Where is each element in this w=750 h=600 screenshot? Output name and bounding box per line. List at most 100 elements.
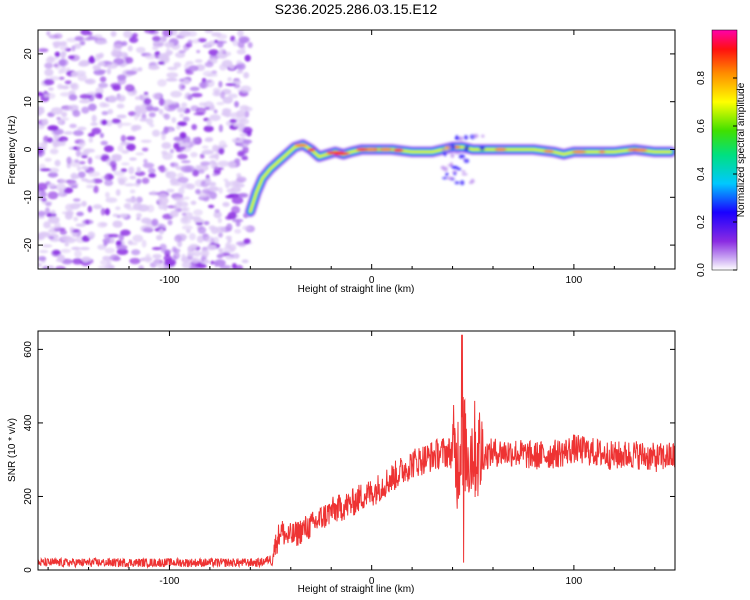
heatmap-noise-cell <box>38 262 43 268</box>
heatmap-noise-cell <box>203 259 210 264</box>
heatmap-noise-cell <box>99 102 107 108</box>
heatmap-noise-cell <box>72 198 81 202</box>
heatmap-noise-cell <box>203 221 210 226</box>
heatmap-noise-cell <box>200 249 210 257</box>
snr-y-tick-label: 200 <box>23 488 34 505</box>
heatmap-noise-cell <box>87 132 95 138</box>
heatmap-noise-cell <box>173 62 182 68</box>
spectrogram-y-axis-label: Frequency (Hz) <box>7 116 18 185</box>
heatmap-noise-cell <box>244 54 251 62</box>
heatmap-noise-cell <box>77 126 87 131</box>
heatmap-noise-cell <box>143 158 148 164</box>
heatmap-noise-cell <box>129 257 141 265</box>
snr-y-tick-label: 400 <box>23 414 34 431</box>
heatmap-noise-cell <box>237 150 245 157</box>
heatmap-noise-cell <box>85 179 95 184</box>
snr-x-tick-label: 0 <box>369 576 375 587</box>
heatmap-ridge-hotspot <box>378 147 393 152</box>
heatmap-ridge-hotspot <box>635 148 648 152</box>
heatmap-noise-cell <box>87 157 93 165</box>
heatmap-noise-cell <box>241 156 249 161</box>
heatmap-speckle <box>468 181 473 184</box>
heatmap-noise-cell <box>206 244 217 251</box>
heatmap-noise-cell <box>87 31 93 37</box>
heatmap-noise-cell <box>129 175 137 180</box>
snr-x-tick-label: 100 <box>566 576 583 587</box>
heatmap-noise-cell <box>218 80 223 88</box>
heatmap-noise-cell <box>212 144 219 152</box>
spectrogram-x-tick-label: 0 <box>369 275 375 286</box>
heatmap-noise-cell <box>169 178 180 185</box>
heatmap-noise-cell <box>235 110 246 117</box>
heatmap-noise-cell <box>45 57 56 64</box>
figure-title: S236.2025.286.03.15.E12 <box>275 1 438 17</box>
heatmap-noise-cell <box>64 242 69 247</box>
heatmap-speckle <box>446 148 452 152</box>
heatmap-noise-cell <box>241 37 249 44</box>
heatmap-noise-cell <box>48 216 60 224</box>
heatmap-noise-cell <box>43 221 51 229</box>
heatmap-noise-cell <box>90 122 98 126</box>
heatmap-noise-cell <box>136 166 141 173</box>
heatmap-noise-cell <box>42 265 49 269</box>
heatmap-noise-cell <box>173 197 185 202</box>
heatmap-speckle <box>473 133 479 138</box>
snr-x-tick-label: -100 <box>159 576 179 587</box>
heatmap-noise-cell <box>65 210 74 216</box>
heatmap-noise-cell <box>229 118 237 124</box>
heatmap-noise-cell <box>57 254 65 262</box>
heatmap-speckle <box>442 176 448 180</box>
heatmap-noise-cell <box>145 253 151 260</box>
heatmap-noise-layer <box>38 30 255 269</box>
heatmap-noise-cell <box>87 57 96 64</box>
heatmap-noise-cell <box>74 250 82 258</box>
heatmap-noise-cell <box>50 209 56 215</box>
heatmap-noise-cell <box>79 246 90 251</box>
heatmap-noise-cell <box>67 104 79 110</box>
heatmap-noise-cell <box>159 165 166 173</box>
heatmap-noise-cell <box>218 147 225 155</box>
heatmap-noise-cell <box>226 223 233 232</box>
heatmap-noise-cell <box>76 211 84 217</box>
heatmap-noise-cell <box>209 104 215 111</box>
snr-y-tick-label: 0 <box>23 567 34 573</box>
heatmap-noise-cell <box>39 249 49 254</box>
heatmap-speckle <box>458 136 464 141</box>
heatmap-noise-cell <box>143 98 152 105</box>
heatmap-noise-cell <box>205 137 214 142</box>
heatmap-noise-cell <box>167 66 178 71</box>
snr-plot-frame <box>37 330 676 571</box>
heatmap-noise-cell <box>197 38 207 43</box>
heatmap-noise-cell <box>72 232 78 237</box>
heatmap-speckle <box>463 135 469 140</box>
heatmap-noise-cell <box>91 178 103 184</box>
heatmap-noise-cell <box>38 256 47 262</box>
heatmap-noise-cell <box>182 206 190 212</box>
heatmap-noise-cell <box>199 153 205 159</box>
heatmap-noise-cell <box>178 83 186 91</box>
heatmap-noise-cell <box>181 102 188 108</box>
heatmap-noise-cell <box>78 61 89 67</box>
heatmap-noise-cell <box>228 93 238 99</box>
heatmap-noise-cell <box>164 41 175 48</box>
heatmap-noise-cell <box>241 139 253 144</box>
heatmap-noise-cell <box>225 242 231 249</box>
heatmap-noise-cell <box>178 30 191 38</box>
heatmap-noise-cell <box>97 62 106 67</box>
heatmap-noise-cell <box>185 70 194 75</box>
heatmap-noise-cell <box>60 85 70 90</box>
snr-y-tick-label: 600 <box>23 341 34 358</box>
heatmap-noise-cell <box>181 216 189 223</box>
heatmap-noise-cell <box>121 149 130 154</box>
heatmap-noise-cell <box>103 241 108 247</box>
heatmap-noise-cell <box>48 92 56 99</box>
heatmap-speckle <box>442 166 449 172</box>
heatmap-noise-cell <box>112 85 121 91</box>
heatmap-noise-cell <box>136 213 142 218</box>
heatmap-noise-cell <box>39 191 48 198</box>
heatmap-noise-cell <box>210 260 215 265</box>
heatmap-noise-cell <box>111 118 121 124</box>
heatmap-noise-cell <box>237 30 244 38</box>
heatmap-noise-cell <box>238 192 249 198</box>
